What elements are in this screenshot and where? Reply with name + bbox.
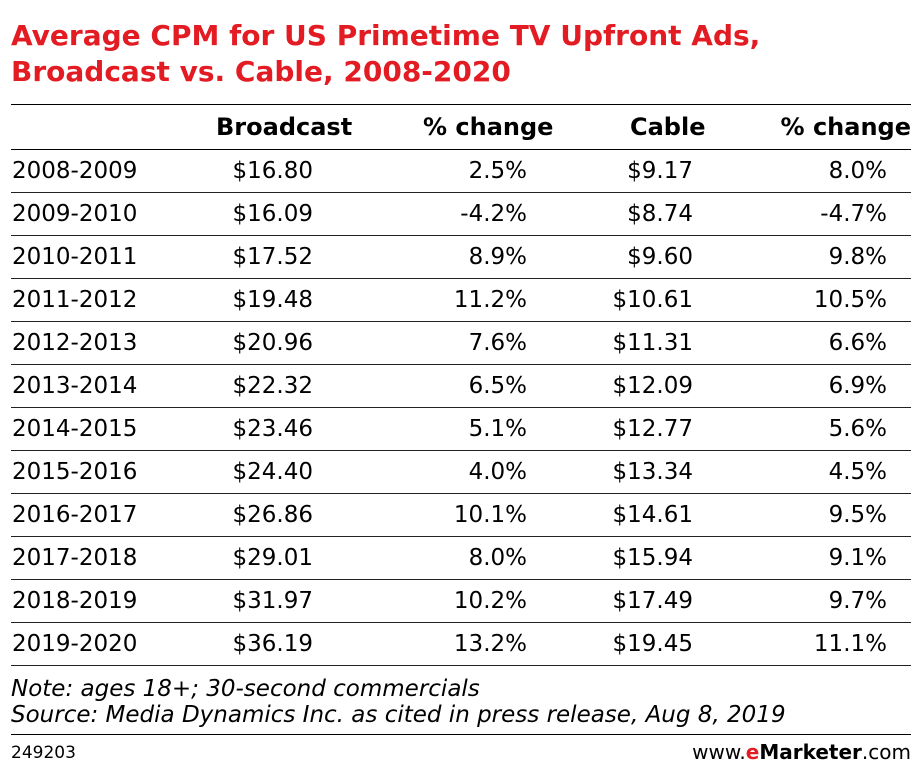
cell-cable-change: 10.5% (813, 287, 887, 313)
cell-cable-change: 9.1% (828, 545, 887, 571)
cell-broadcast-change: 2.5% (468, 158, 527, 184)
emarketer-logo: www.eMarketer.com (692, 740, 911, 764)
source-text: Source: Media Dynamics Inc. as cited in … (11, 702, 786, 728)
table-body: 2008-2009 $16.80 2.5% $9.17 8.0% 2009-2010 $16… (11, 150, 911, 666)
cell-cable-cpm: $19.45 (612, 631, 693, 657)
header-broadcast-change: % change (423, 113, 554, 141)
chart-notes: Note: ages 18+; 30-second commercials So… (11, 676, 911, 728)
cell-period: 2009-2010 (12, 201, 138, 227)
table-header-row: Broadcast % change Cable % change (11, 104, 911, 150)
table-row: 2018-2019 $31.97 10.2% $17.49 9.7% (11, 580, 911, 623)
cell-cable-change: 5.6% (828, 416, 887, 442)
cell-broadcast-change: 11.2% (453, 287, 527, 313)
cell-broadcast-cpm: $36.19 (232, 631, 313, 657)
table-row: 2009-2010 $16.09 -4.2% $8.74 -4.7% (11, 193, 911, 236)
table-row: 2011-2012 $19.48 11.2% $10.61 10.5% (11, 279, 911, 322)
cell-broadcast-change: 13.2% (453, 631, 527, 657)
chart-title: Average CPM for US Primetime TV Upfront … (11, 18, 911, 90)
header-cable-change: % change (780, 113, 911, 141)
cell-period: 2013-2014 (12, 373, 138, 399)
cell-period: 2018-2019 (12, 588, 138, 614)
brand-e: e (745, 740, 760, 764)
cell-cable-cpm: $12.77 (612, 416, 693, 442)
note-text: Note: ages 18+; 30-second commercials (11, 676, 480, 702)
data-table: Broadcast % change Cable % change 2008-2… (11, 104, 911, 666)
cell-broadcast-cpm: $22.32 (232, 373, 313, 399)
table-row: 2016-2017 $26.86 10.1% $14.61 9.5% (11, 494, 911, 537)
cell-broadcast-change: -4.2% (460, 201, 527, 227)
cell-cable-change: 9.5% (828, 502, 887, 528)
cell-period: 2014-2015 (12, 416, 138, 442)
table-row: 2017-2018 $29.01 8.0% $15.94 9.1% (11, 537, 911, 580)
cell-cable-cpm: $17.49 (612, 588, 693, 614)
table-row: 2010-2011 $17.52 8.9% $9.60 9.8% (11, 236, 911, 279)
cell-cable-cpm: $15.94 (612, 545, 693, 571)
cell-cable-cpm: $11.31 (612, 330, 693, 356)
cell-period: 2008-2009 (12, 158, 138, 184)
cell-period: 2012-2013 (12, 330, 138, 356)
cell-period: 2015-2016 (12, 459, 138, 485)
cell-broadcast-cpm: $20.96 (232, 330, 313, 356)
cell-broadcast-cpm: $17.52 (232, 244, 313, 270)
cell-cable-change: 11.1% (813, 631, 887, 657)
cell-cable-cpm: $12.09 (612, 373, 693, 399)
cell-cable-cpm: $9.60 (627, 244, 693, 270)
cell-cable-cpm: $14.61 (612, 502, 693, 528)
cell-cable-change: 8.0% (828, 158, 887, 184)
cell-broadcast-cpm: $16.80 (232, 158, 313, 184)
cell-period: 2016-2017 (12, 502, 138, 528)
cell-cable-cpm: $8.74 (627, 201, 693, 227)
cell-period: 2010-2011 (12, 244, 138, 270)
chart-title-line-1: Average CPM for US Primetime TV Upfront … (11, 19, 761, 52)
cell-broadcast-change: 7.6% (468, 330, 527, 356)
brand-name: Marketer (759, 740, 862, 764)
cell-broadcast-change: 10.1% (453, 502, 527, 528)
cell-broadcast-cpm: $26.86 (232, 502, 313, 528)
header-broadcast: Broadcast (216, 113, 353, 141)
cell-cable-change: -4.7% (820, 201, 887, 227)
table-row: 2008-2009 $16.80 2.5% $9.17 8.0% (11, 150, 911, 193)
cell-broadcast-change: 8.0% (468, 545, 527, 571)
cell-broadcast-change: 8.9% (468, 244, 527, 270)
cell-broadcast-cpm: $29.01 (232, 545, 313, 571)
table-row: 2013-2014 $22.32 6.5% $12.09 6.9% (11, 365, 911, 408)
cell-broadcast-change: 5.1% (468, 416, 527, 442)
chart-id: 249203 (11, 743, 76, 763)
cell-broadcast-cpm: $31.97 (232, 588, 313, 614)
cell-cable-change: 6.6% (828, 330, 887, 356)
table-row: 2019-2020 $36.19 13.2% $19.45 11.1% (11, 623, 911, 666)
cell-cable-change: 4.5% (828, 459, 887, 485)
brand-suffix: .com (861, 740, 911, 764)
cell-broadcast-change: 6.5% (468, 373, 527, 399)
table-row: 2015-2016 $24.40 4.0% $13.34 4.5% (11, 451, 911, 494)
chart-title-line-2: Broadcast vs. Cable, 2008-2020 (11, 55, 511, 88)
cell-cable-change: 9.7% (828, 588, 887, 614)
table-row: 2014-2015 $23.46 5.1% $12.77 5.6% (11, 408, 911, 451)
cell-cable-change: 6.9% (828, 373, 887, 399)
cell-broadcast-cpm: $23.46 (232, 416, 313, 442)
cell-period: 2011-2012 (12, 287, 138, 313)
header-cable: Cable (630, 113, 706, 141)
cell-cable-change: 9.8% (828, 244, 887, 270)
cell-broadcast-cpm: $16.09 (232, 201, 313, 227)
cell-cable-cpm: $9.17 (627, 158, 693, 184)
cell-broadcast-change: 10.2% (453, 588, 527, 614)
cell-cable-cpm: $13.34 (612, 459, 693, 485)
cell-cable-cpm: $10.61 (612, 287, 693, 313)
table-row: 2012-2013 $20.96 7.6% $11.31 6.6% (11, 322, 911, 365)
cell-broadcast-change: 4.0% (468, 459, 527, 485)
footer-divider (11, 734, 911, 735)
cell-broadcast-cpm: $24.40 (232, 459, 313, 485)
brand-prefix: www. (692, 740, 746, 764)
cell-period: 2017-2018 (12, 545, 138, 571)
cell-broadcast-cpm: $19.48 (232, 287, 313, 313)
cell-period: 2019-2020 (12, 631, 138, 657)
